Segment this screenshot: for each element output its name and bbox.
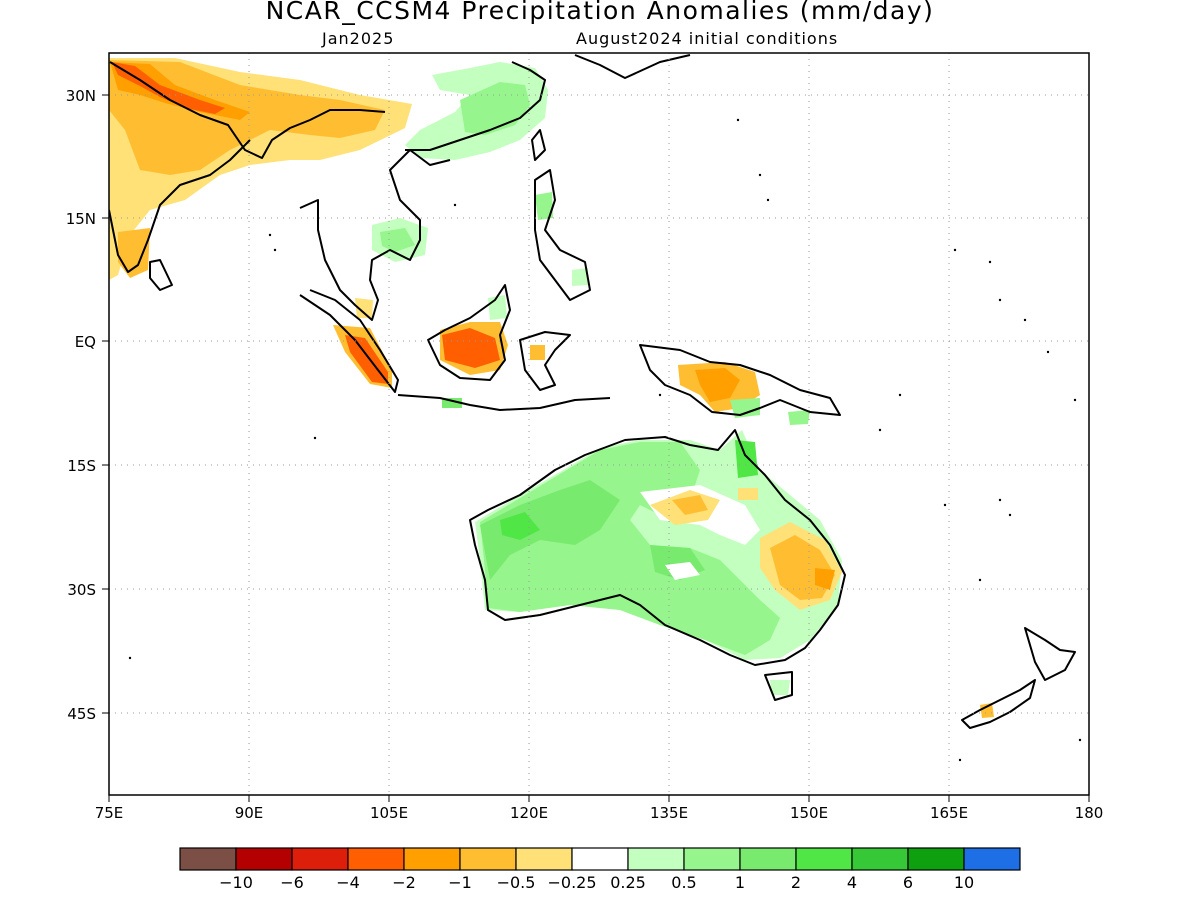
lon-label-120e: 120E	[510, 804, 548, 822]
anomaly-india-coast-dry	[118, 228, 150, 278]
coast-sulawesi	[519, 331, 571, 391]
coast-borneo	[427, 284, 511, 381]
coast-india	[109, 139, 251, 273]
anomaly-cape-york-strong-wet	[735, 440, 758, 478]
colorbar-label: 4	[847, 873, 857, 892]
gridlines	[109, 53, 1089, 795]
anomaly-borneo-north-wet	[488, 295, 507, 320]
map-frame	[108, 52, 1090, 796]
anomaly-mindanao-wet	[572, 268, 588, 286]
lon-label-180: 180	[1075, 804, 1104, 822]
lon-label-90e: 90E	[235, 804, 264, 822]
coast-taiwan	[531, 129, 546, 161]
lon-label-165e: 165E	[930, 804, 968, 822]
colorbar-swatch	[963, 847, 1021, 871]
anomaly-queensland-light-dry	[672, 495, 708, 515]
colorbar-swatch	[291, 847, 349, 871]
anomaly-australia-neutral-2	[665, 562, 700, 580]
colorbar-label: −2	[392, 873, 416, 892]
colorbar-label: −0.25	[547, 873, 596, 892]
lon-label-150e: 150E	[790, 804, 828, 822]
anomaly-papua-moderate-dry	[695, 368, 740, 402]
lat-label-eq: EQ	[75, 333, 96, 351]
colorbar-swatch	[515, 847, 573, 871]
colorbar-swatch	[739, 847, 797, 871]
colorbar-swatch	[683, 847, 741, 871]
colorbar-label: −6	[280, 873, 304, 892]
anomaly-malaya-dry	[355, 298, 373, 318]
lat-label-45s: 45S	[67, 705, 96, 723]
anomaly-himalaya-strong-dry	[112, 62, 225, 114]
anomaly-australia-west-strong-wet	[500, 512, 540, 540]
colorbar-label: 0.25	[610, 873, 646, 892]
anomaly-sulawesi-dry	[530, 345, 545, 360]
coast-philippines	[534, 169, 591, 301]
colorbar-label: −4	[336, 873, 360, 892]
colorbar-label: 1	[735, 873, 745, 892]
coast-sri-lanka	[149, 259, 173, 291]
coast-new-zealand-south	[961, 679, 1036, 729]
lat-label-15s: 15S	[67, 457, 96, 475]
coast-indochina	[299, 149, 451, 321]
coastlines	[109, 54, 1076, 729]
colorbar-swatch	[179, 847, 237, 871]
anomaly-australia-moderate-wet	[480, 480, 620, 580]
colorbar-label: 0.5	[671, 873, 696, 892]
forecast-month: Jan2025	[322, 29, 395, 48]
anomaly-papua-south-wet	[788, 410, 810, 425]
colorbar-swatch	[571, 847, 629, 871]
coast-south-asia-border	[109, 61, 386, 159]
anomaly-philippines-wet	[535, 192, 553, 220]
anomaly-field	[109, 58, 994, 718]
lon-label-75e: 75E	[95, 804, 124, 822]
lat-label-15n: 15N	[66, 210, 96, 228]
coast-tasmania	[764, 671, 793, 701]
coast-sumatra	[299, 289, 399, 393]
lat-label-30n: 30N	[66, 87, 96, 105]
anomaly-nsw-moderate-dry	[815, 568, 835, 590]
colorbar-label: 2	[791, 873, 801, 892]
anomaly-borneo-strong-dry	[442, 328, 500, 368]
colorbar-label: 10	[954, 873, 974, 892]
colorbar-swatch	[795, 847, 853, 871]
colorbar-swatch	[851, 847, 909, 871]
colorbar-swatch	[235, 847, 293, 871]
lat-label-30s: 30S	[67, 581, 96, 599]
colorbar-label: −10	[219, 873, 253, 892]
anomaly-new-zealand-dry	[980, 703, 994, 718]
map-title: NCAR_CCSM4 Precipitation Anomalies (mm/d…	[265, 0, 935, 25]
anomaly-tasmania-wet	[770, 680, 790, 695]
colorbar-label: 6	[903, 873, 913, 892]
anomaly-cape-york-dry	[738, 488, 758, 500]
coast-australia	[469, 429, 846, 666]
lon-label-135e: 135E	[650, 804, 688, 822]
initial-conditions-label: August2024 initial conditions	[576, 29, 839, 48]
anomaly-sumatra-strong-dry	[345, 335, 388, 384]
coast-japan	[574, 54, 691, 79]
colorbar-swatch	[459, 847, 517, 871]
colorbar: −10 −6 −4 −2 −1 −0.5 −0.25 0.25 0.5 1 2 4 6 10	[179, 847, 1021, 892]
lon-label-105e: 105E	[370, 804, 408, 822]
axis-ticks	[102, 94, 1090, 802]
coast-china	[405, 61, 546, 151]
colorbar-swatch	[347, 847, 405, 871]
coast-new-guinea	[639, 344, 841, 416]
coast-new-zealand-north	[1024, 627, 1076, 681]
colorbar-swatch	[627, 847, 685, 871]
anomaly-papua-east-wet	[730, 398, 760, 418]
colorbar-label: −0.5	[497, 873, 536, 892]
colorbar-label: −1	[448, 873, 472, 892]
pacific-islands	[128, 118, 1082, 762]
coast-java	[397, 394, 611, 411]
colorbar-swatch	[403, 847, 461, 871]
colorbar-swatch	[907, 847, 965, 871]
